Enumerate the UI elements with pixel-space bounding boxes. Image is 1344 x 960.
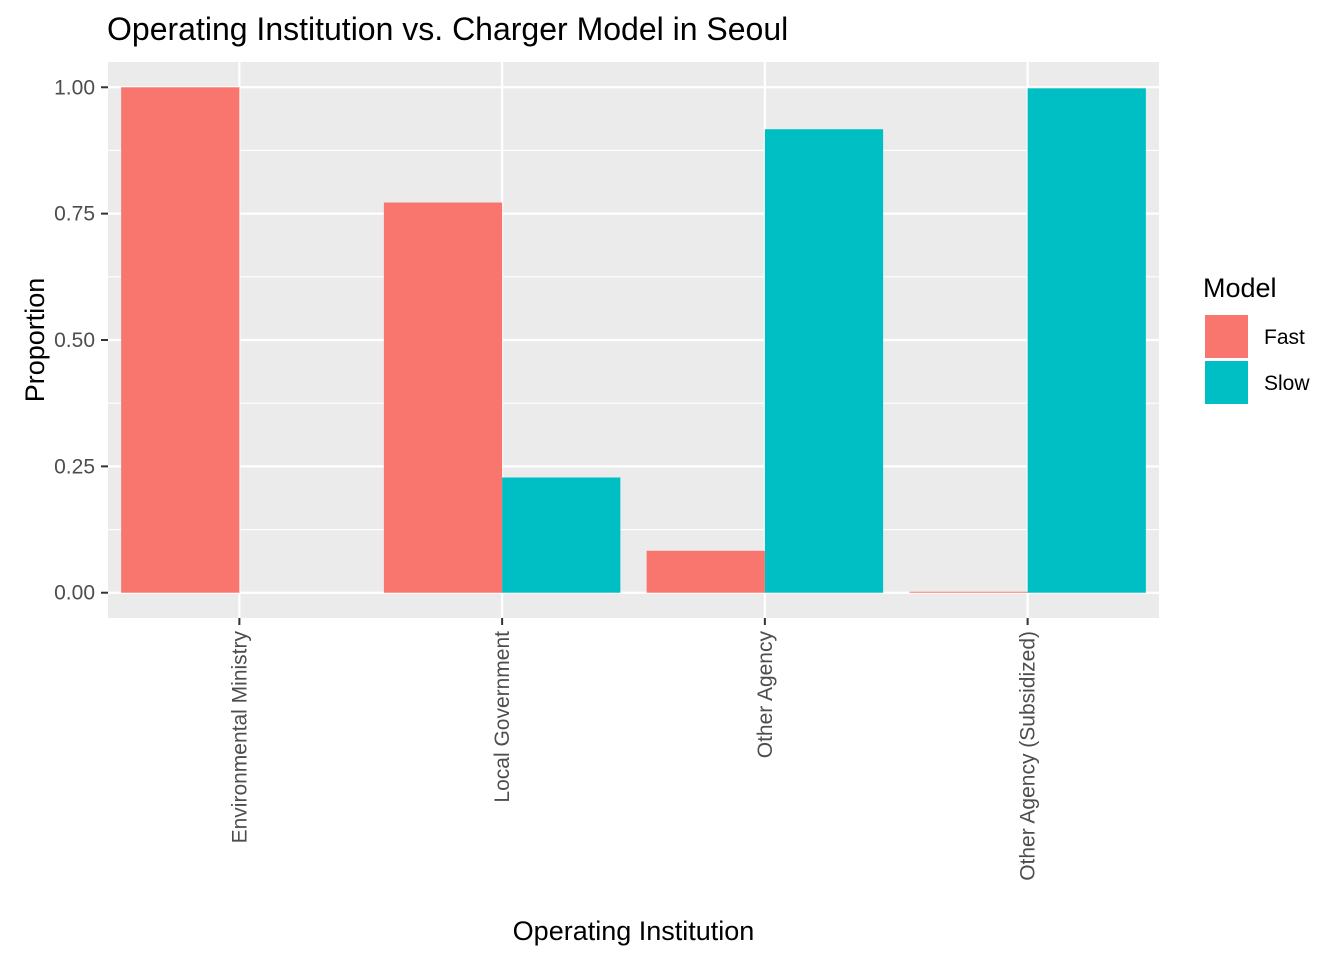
y-axis: 0.00 0.25 0.50 0.75 1.00 <box>54 76 108 605</box>
x-tick-label: Other Agency (Subsidized) <box>1017 631 1040 881</box>
legend-title: Model <box>1203 273 1277 303</box>
chart-title: Operating Institution vs. Charger Model … <box>107 11 788 47</box>
legend: Model Fast Slow <box>1203 273 1310 406</box>
y-tick-label: 0.75 <box>54 203 95 226</box>
x-tick-label: Environmental Ministry <box>228 631 251 844</box>
y-axis-title: Proportion <box>20 278 50 403</box>
bar-fast-2 <box>383 202 503 593</box>
x-axis: Environmental Ministry Local Government Ot… <box>228 618 1040 881</box>
x-tick-label: Local Government <box>491 631 514 803</box>
bars <box>121 87 1146 593</box>
bar-slow-2 <box>502 477 621 593</box>
legend-key-fast <box>1203 313 1250 360</box>
legend-label-slow: Slow <box>1264 372 1310 395</box>
bar-slow-4 <box>1027 88 1146 593</box>
y-tick-label: 1.00 <box>54 76 95 99</box>
y-tick-label: 0.25 <box>54 455 95 478</box>
x-tick-label: Other Agency <box>754 631 777 759</box>
bar-fast-3 <box>646 550 765 593</box>
bar-slow-3 <box>764 129 884 593</box>
y-tick-label: 0.00 <box>54 582 95 605</box>
legend-label-fast: Fast <box>1264 326 1305 349</box>
bar-fast-4 <box>909 591 1028 593</box>
bar-fast-1 <box>121 87 240 593</box>
y-tick-label: 0.50 <box>54 329 95 352</box>
x-axis-title: Operating Institution <box>513 916 755 946</box>
legend-key-slow <box>1203 359 1250 406</box>
